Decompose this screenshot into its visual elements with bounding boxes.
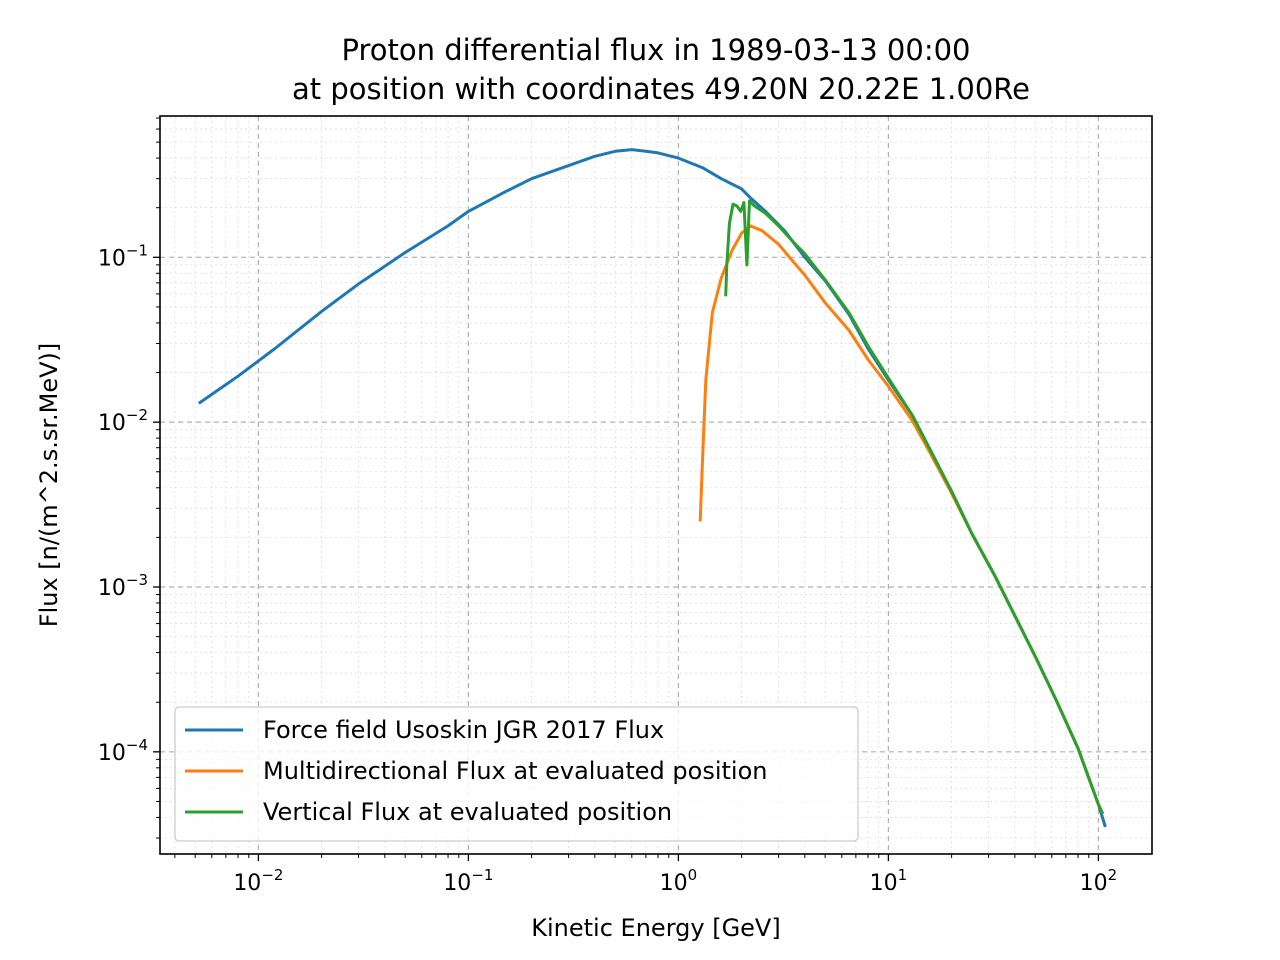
y-axis-label: Flux [n/(m^2.s.sr.MeV)] [35,343,63,627]
plot-frame [159,115,1153,855]
y-tick-label: 10−2 [98,406,148,436]
x-axis-label: Kinetic Energy [GeV] [531,914,780,942]
y-tick-label: 10−4 [98,736,148,766]
legend-box [174,706,859,842]
y-tick-label: 10−1 [98,241,148,271]
x-tick-label: 10−2 [233,866,283,896]
legend-label-3: Vertical Flux at evaluated position [263,798,672,826]
x-tick-label: 101 [870,866,908,896]
x-tick-label: 102 [1080,866,1118,896]
series-line-3 [724,199,1105,815]
y-tick-label: 10−3 [98,571,148,601]
chart-title-line-1: Proton differential flux in 1989-03-13 0… [342,33,971,67]
axis-ticks: 10−2 10−1 100 101 102 10−4 10−3 10−2 10−1 [98,117,1118,896]
legend-label-2: Multidirectional Flux at evaluated posit… [263,757,767,785]
series-lines [197,148,1107,828]
x-tick-label: 100 [660,866,698,896]
x-tick-label: 10−1 [443,866,493,896]
legend: Force field Usoskin JGR 2017 Flux Multidi… [174,706,859,842]
chart-title-line-2: at position with coordinates 49.20N 20.2… [292,72,1030,106]
legend-label-1: Force field Usoskin JGR 2017 Flux [263,716,664,744]
